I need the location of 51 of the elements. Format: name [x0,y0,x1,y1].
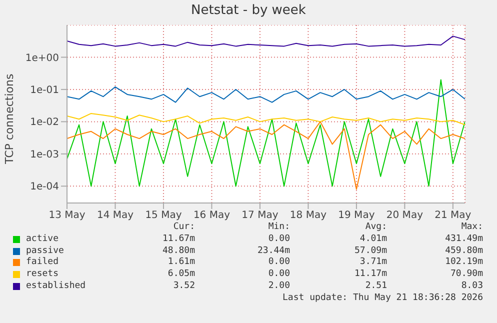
x-tick-label: 17 May [242,210,278,222]
text: 102.19m [445,257,483,268]
text: 0.00 [268,269,290,280]
line-series [67,112,465,126]
text: 4.01m [360,234,387,245]
x-tick-label: 20 May [386,210,424,222]
text: Last update: Thu May 21 18:36:28 2026 [282,292,483,304]
x-tick-label: 19 May [338,210,375,222]
y-tick-label: 1e-01 [30,85,59,96]
text: 0.00 [268,234,290,245]
legend-label: active [26,234,59,245]
text: 48.80m [162,246,195,257]
line-series [67,121,465,190]
x-tick-label: 15 May [145,210,182,222]
y-tick-label: 1e-04 [30,182,59,193]
y-tick-label: 1e-02 [30,117,59,128]
text: 1.61m [168,257,195,268]
line-series [67,79,465,187]
text: 11.67m [162,234,195,245]
x-tick-label: 21 May [434,210,472,222]
chart-title: Netstat - by week [190,3,307,18]
text: Cur: [173,222,195,233]
text: 2.00 [268,280,290,292]
text: 3.71m [360,257,387,268]
y-axis-title: TCP connections [2,74,16,165]
text: Max: [461,222,483,233]
text: 23.44m [257,246,290,257]
x-tick-label: 18 May [290,210,327,222]
text: 2.51 [365,280,387,292]
text: 6.05m [168,269,195,280]
text: Min: [268,222,290,233]
y-tick-label: 1e-03 [30,149,59,160]
text: 70.90m [450,269,483,280]
text: 431.49m [445,234,483,245]
legend-label: established [26,280,86,292]
y-tick-label: 1e+00 [25,52,59,64]
text: 0.00 [268,257,290,268]
x-tick-label: 14 May [96,210,134,222]
line-series [67,86,465,103]
text: 11.17m [354,269,387,280]
text: 57.09m [354,246,387,257]
legend-label: failed [26,257,59,268]
legend-label: resets [26,269,59,280]
text: Avg: [365,222,387,233]
text: 3.52 [173,280,195,292]
text: 8.03 [461,280,483,292]
text: 459.80m [445,246,483,257]
legend-label: passive [26,246,64,257]
x-tick-label: 13 May [48,210,86,222]
x-tick-label: 16 May [193,210,230,222]
line-series [67,36,465,47]
